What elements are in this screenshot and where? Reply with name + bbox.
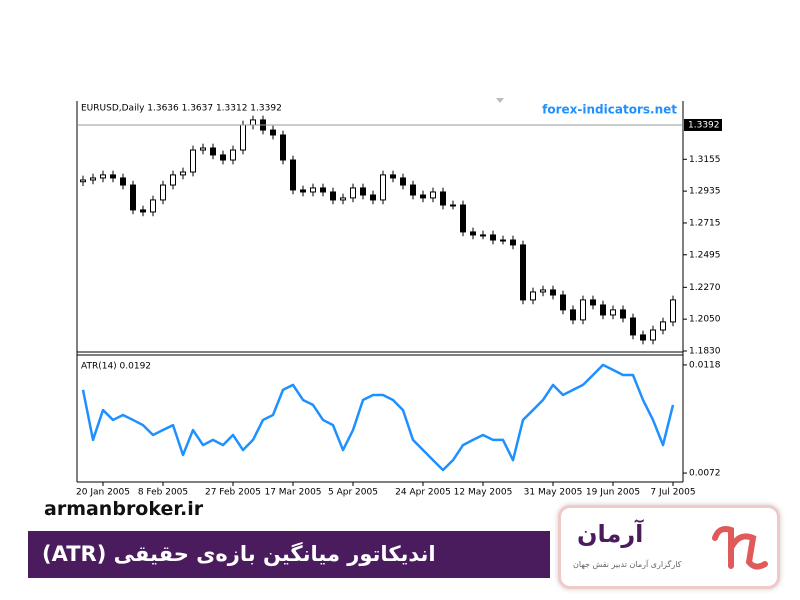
candle-body — [110, 174, 116, 179]
candle-body — [250, 119, 256, 126]
indicator-header: ATR(14) 0.0192 — [81, 362, 151, 372]
candle-body — [390, 174, 396, 179]
candle-body — [160, 184, 166, 201]
candle-body — [470, 231, 476, 236]
candle-body — [350, 187, 356, 199]
symbol-header: EURUSD,Daily 1.3636 1.3637 1.3312 1.3392 — [81, 104, 282, 114]
candle-body — [670, 299, 676, 323]
candle-body — [290, 159, 296, 191]
last-price-label: 1.3392 — [688, 120, 720, 130]
y-tick-label: 1.2715 — [689, 218, 721, 228]
candle-body — [130, 184, 136, 211]
x-tick-label: 5 Apr 2005 — [328, 488, 378, 498]
candle-body — [100, 174, 106, 179]
candle-body — [440, 191, 446, 206]
x-tick-label: 12 May 2005 — [454, 488, 513, 498]
y-tick-label: 0.0118 — [689, 360, 721, 370]
candle-body — [170, 174, 176, 186]
x-tick-label: 27 Feb 2005 — [205, 488, 261, 498]
candle-body — [430, 191, 436, 199]
x-tick-label: 17 Mar 2005 — [264, 488, 321, 498]
candle-body — [120, 177, 126, 186]
candle-body — [410, 184, 416, 196]
candle-body — [540, 289, 546, 293]
candle-body — [320, 187, 326, 193]
x-tick-label: 8 Feb 2005 — [138, 488, 188, 498]
candle-body — [530, 291, 536, 301]
last-price-tag — [684, 118, 722, 131]
x-tick-label: 19 Jun 2005 — [586, 488, 640, 498]
site-name: armanbroker.ir — [44, 498, 204, 520]
y-tick-label: 1.1830 — [689, 346, 721, 356]
atr-line — [81, 363, 675, 472]
x-tick-label: 20 Jan 2005 — [76, 488, 130, 498]
candle-body — [380, 174, 386, 201]
candle-body — [420, 194, 426, 199]
y-tick-label: 1.2935 — [689, 187, 721, 197]
candle-body — [460, 204, 466, 233]
candle-body — [140, 209, 146, 213]
candle-body — [570, 309, 576, 321]
y-tick-label: 1.2495 — [689, 250, 721, 260]
candle-body — [200, 147, 206, 151]
candle-body — [590, 299, 596, 306]
shift-marker — [496, 98, 504, 103]
candle-body — [490, 234, 496, 241]
candle-body — [190, 149, 196, 173]
y-tick-label: 1.3155 — [689, 155, 721, 165]
candle-body — [230, 149, 236, 161]
logo-name: آرمان — [577, 520, 644, 548]
candle-body — [310, 187, 316, 193]
candle-body — [520, 244, 526, 301]
x-tick-label: 31 May 2005 — [524, 488, 583, 498]
candle-body — [660, 321, 666, 331]
candle-body — [270, 129, 276, 136]
candle-body — [630, 317, 636, 336]
y-tick-label: 0.0072 — [689, 469, 721, 479]
candle-body — [580, 299, 586, 321]
candle-body — [370, 194, 376, 201]
y-tick-label: 1.2270 — [689, 283, 721, 293]
candle-body — [150, 199, 156, 213]
candle-body — [450, 204, 456, 207]
banner-title: اندیکاتور میانگین بازه‌ی حقیقی (ATR) — [42, 542, 436, 566]
candle-body — [340, 197, 346, 201]
candle-body — [600, 304, 606, 316]
logo: آرمان کارگزاری آرمان تدبیر نقش جهان — [558, 505, 780, 589]
x-tick-label: 7 Jul 2005 — [650, 488, 695, 498]
candle-body — [220, 154, 226, 161]
x-tick-label: 24 Apr 2005 — [395, 488, 451, 498]
candle-body — [500, 239, 506, 242]
candle-body — [330, 191, 336, 201]
candle-body — [510, 239, 516, 246]
logo-tagline: کارگزاری آرمان تدبیر نقش جهان — [573, 560, 682, 569]
candle-body — [560, 294, 566, 311]
logo-icon — [712, 526, 768, 570]
watermark: forex-indicators.net — [542, 103, 677, 117]
candle-body — [650, 329, 656, 341]
y-tick-label: 1.2050 — [689, 315, 721, 325]
candle-body — [80, 179, 86, 183]
candle-body — [640, 334, 646, 341]
chart-frame — [76, 100, 724, 501]
candle-body — [610, 309, 616, 316]
candle-body — [180, 171, 186, 176]
candle-body — [400, 177, 406, 186]
candle-body — [280, 134, 286, 161]
candle-body — [210, 147, 216, 156]
candle-body — [90, 177, 96, 181]
candle-body — [300, 189, 306, 193]
candle-body — [550, 289, 556, 296]
candle-body — [360, 187, 366, 196]
candle-body — [620, 309, 626, 319]
candle-body — [480, 234, 486, 237]
banner: اندیکاتور میانگین بازه‌ی حقیقی (ATR) — [28, 531, 550, 578]
candle-body — [240, 124, 246, 151]
chart: EURUSD,Daily 1.3636 1.3637 1.3312 1.3392… — [76, 98, 724, 501]
